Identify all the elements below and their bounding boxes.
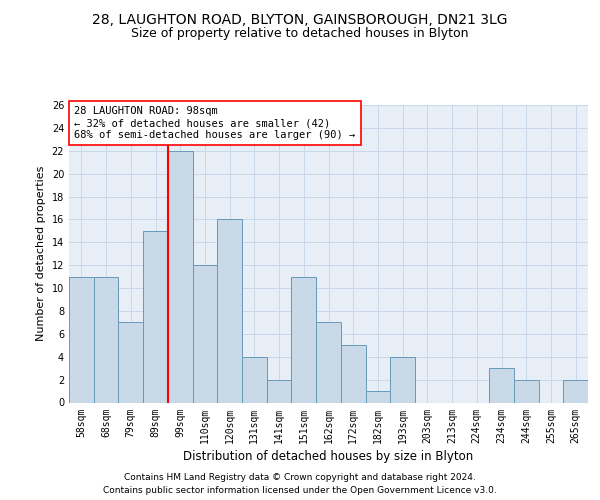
- Bar: [365, 391, 390, 402]
- Text: 28 LAUGHTON ROAD: 98sqm
← 32% of detached houses are smaller (42)
68% of semi-de: 28 LAUGHTON ROAD: 98sqm ← 32% of detache…: [74, 106, 355, 140]
- Bar: [316, 322, 341, 402]
- Bar: [217, 220, 242, 402]
- Bar: [143, 231, 168, 402]
- Bar: [69, 276, 94, 402]
- X-axis label: Distribution of detached houses by size in Blyton: Distribution of detached houses by size …: [184, 450, 473, 462]
- Bar: [489, 368, 514, 402]
- Text: Size of property relative to detached houses in Blyton: Size of property relative to detached ho…: [131, 28, 469, 40]
- Bar: [292, 276, 316, 402]
- Text: Contains public sector information licensed under the Open Government Licence v3: Contains public sector information licen…: [103, 486, 497, 495]
- Bar: [242, 356, 267, 403]
- Bar: [341, 346, 365, 403]
- Bar: [390, 356, 415, 403]
- Y-axis label: Number of detached properties: Number of detached properties: [36, 166, 46, 342]
- Bar: [118, 322, 143, 402]
- Bar: [514, 380, 539, 402]
- Bar: [267, 380, 292, 402]
- Bar: [563, 380, 588, 402]
- Bar: [94, 276, 118, 402]
- Bar: [193, 265, 217, 402]
- Bar: [168, 151, 193, 403]
- Text: Contains HM Land Registry data © Crown copyright and database right 2024.: Contains HM Land Registry data © Crown c…: [124, 472, 476, 482]
- Text: 28, LAUGHTON ROAD, BLYTON, GAINSBOROUGH, DN21 3LG: 28, LAUGHTON ROAD, BLYTON, GAINSBOROUGH,…: [92, 12, 508, 26]
